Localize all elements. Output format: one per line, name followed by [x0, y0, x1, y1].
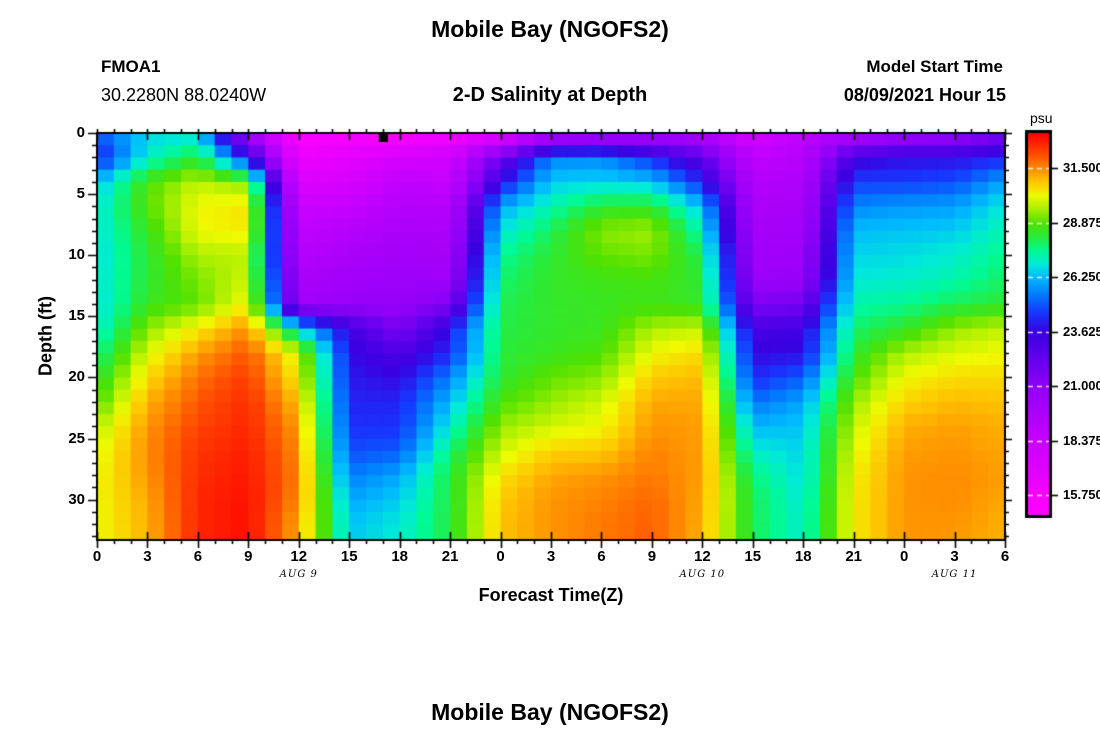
x-axis-title: Forecast Time(Z): [478, 585, 624, 605]
x-tick-label: 21: [441, 548, 459, 565]
colorbar-tick-label: 18.375: [1063, 432, 1100, 448]
colorbar-tick-label: 26.250: [1063, 269, 1100, 285]
y-tick-label: 5: [76, 185, 85, 203]
colorbar-units-label: psu: [1030, 110, 1053, 126]
x-tick-label: 0: [899, 548, 909, 565]
x-tick-label: 9: [244, 548, 253, 565]
x-tick-label: 18: [794, 548, 812, 565]
x-tick-label: 15: [744, 548, 762, 565]
colorbar-tick-label: 23.625: [1063, 323, 1100, 339]
colorbar-tick-label: 31.500: [1063, 160, 1100, 176]
x-tick-label: 3: [143, 548, 152, 565]
y-tick-label: 25: [68, 429, 85, 447]
y-tick-label: 20: [68, 368, 85, 386]
model-start-time-value: 08/09/2021 Hour 15: [843, 85, 1006, 105]
x-tick-label: 0: [496, 548, 505, 565]
x-axis-date-label: AUG 10: [679, 569, 726, 580]
x-tick-label: 6: [193, 548, 203, 565]
x-tick-label: 12: [693, 548, 711, 565]
model-start-time-label: Model Start Time: [866, 57, 1003, 76]
colorbar-tick-label: 28.875: [1063, 214, 1100, 230]
x-tick-label: 6: [597, 548, 606, 565]
colorbar-tick-label: 21.000: [1063, 378, 1100, 394]
y-tick-label: 10: [68, 246, 85, 264]
x-tick-label: 9: [647, 548, 657, 565]
colorbar-tick-label: 15.750: [1063, 487, 1100, 503]
x-axis-date-label: AUG 9: [279, 569, 318, 580]
chart-subtitle: 2-D Salinity at Depth: [452, 84, 648, 106]
station-coordinates: 30.2280N 88.0240W: [101, 85, 267, 105]
x-axis-date-label: AUG 11: [931, 569, 978, 580]
y-tick-label: 15: [68, 307, 85, 325]
x-tick-label: 3: [546, 548, 556, 565]
y-tick-label: 0: [76, 124, 85, 141]
x-tick-label: 21: [845, 548, 862, 565]
x-tick-label: 12: [290, 548, 308, 565]
x-tick-label: 15: [340, 548, 358, 565]
x-tick-label: 18: [391, 548, 408, 565]
page-title: Mobile Bay (NGOFS2): [431, 16, 669, 42]
x-tick-label: 0: [92, 548, 102, 565]
next-plot-title: Mobile Bay (NGOFS2): [431, 699, 669, 725]
x-tick-label: 6: [1000, 548, 1010, 565]
y-tick-label: 30: [68, 490, 85, 508]
x-tick-label: 3: [950, 548, 959, 565]
station-id: FMOA1: [101, 57, 161, 76]
